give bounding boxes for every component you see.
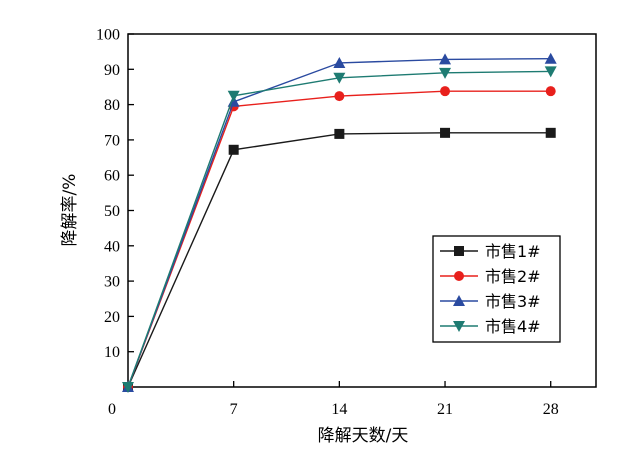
legend-item: 市售1# [440, 242, 541, 261]
series-layer [122, 52, 557, 393]
legend-marker [454, 271, 464, 281]
data-point [334, 128, 345, 139]
legend-label: 市售3# [485, 292, 541, 311]
legend-item: 市售3# [440, 292, 541, 311]
legend-label: 市售1# [485, 242, 541, 261]
data-point [544, 52, 557, 64]
origin-label: 0 [108, 401, 116, 418]
y-tick-label: 40 [104, 238, 120, 255]
data-point [228, 144, 239, 155]
data-point [333, 72, 346, 84]
legend-marker [454, 246, 464, 256]
data-point [440, 86, 451, 97]
y-tick-label: 30 [104, 274, 120, 291]
legend: 市售1# 市售2# 市售3# 市售4# [432, 235, 561, 343]
data-point [545, 127, 556, 138]
legend-label: 市售2# [485, 267, 541, 286]
data-point [545, 86, 556, 97]
data-point [122, 382, 134, 393]
x-tick-label: 14 [331, 401, 347, 418]
y-tick-label: 50 [104, 203, 120, 220]
x-tick-label: 7 [230, 401, 238, 418]
legend-item: 市售2# [440, 267, 541, 286]
axes: 10 20 30 40 50 60 70 80 90 100 7 14 21 28 0 [96, 27, 597, 418]
legend-label: 市售4# [485, 317, 541, 336]
y-tick-label: 60 [104, 168, 120, 185]
y-tick-label: 70 [104, 132, 120, 149]
series-4 [122, 66, 557, 393]
y-tick-label: 90 [104, 62, 120, 79]
data-point [439, 53, 452, 65]
data-point [334, 91, 345, 102]
data-point [227, 90, 240, 102]
data-point [333, 56, 346, 68]
data-point [439, 67, 452, 79]
x-tick-label: 28 [543, 401, 559, 418]
y-tick-label: 80 [104, 97, 120, 114]
data-point [544, 66, 557, 78]
y-axis-title: 降解率/% [60, 174, 80, 247]
legend-marker [453, 321, 465, 332]
y-tick-label: 100 [96, 27, 120, 44]
y-tick-label: 10 [104, 344, 120, 361]
x-axis-title: 降解天数/天 [318, 426, 409, 446]
y-tick-label: 20 [104, 309, 120, 326]
data-point [440, 127, 451, 138]
legend-marker [453, 295, 465, 306]
legend-item: 市售4# [440, 317, 541, 336]
x-tick-label: 21 [437, 401, 453, 418]
